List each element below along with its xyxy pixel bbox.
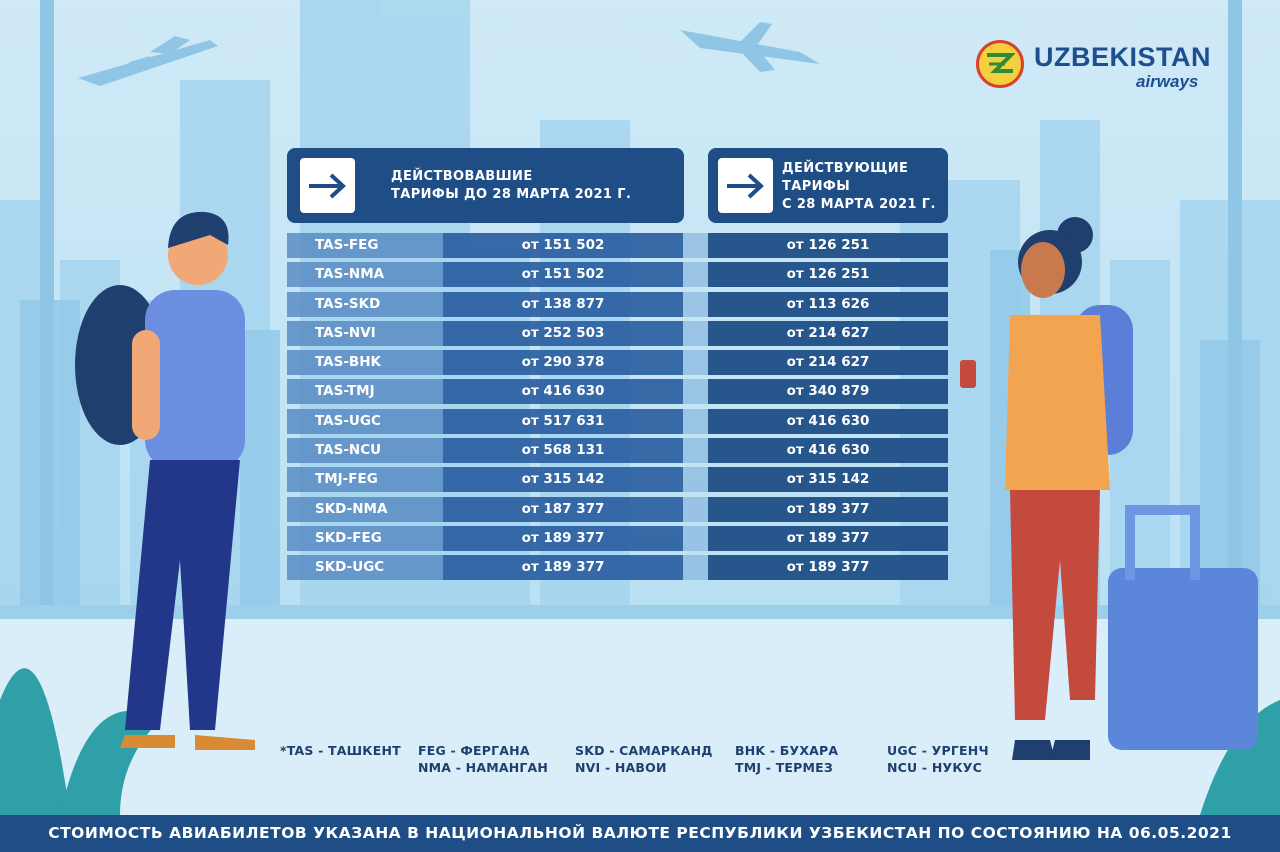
column-gap [683, 320, 708, 346]
new-fare: от 126 251 [708, 233, 948, 258]
route-code: TAS-TMJ [287, 379, 443, 405]
fare-row: TAS-TMJ от 416 630 от 340 879 [287, 379, 948, 405]
old-header-line2: ТАРИФЫ ДО 28 МАРТА 2021 Г. [391, 187, 632, 202]
fare-row: TAS-NVI от 252 503 от 214 627 [287, 320, 948, 346]
new-fare: от 315 142 [708, 467, 948, 493]
new-fare: от 340 879 [708, 379, 948, 405]
new-fare: от 189 377 [708, 496, 948, 522]
old-fare: от 315 142 [443, 467, 683, 493]
column-gap [683, 496, 708, 522]
new-fare: от 416 630 [708, 438, 948, 464]
column-gap [683, 350, 708, 376]
column-gap [683, 408, 708, 434]
new-fare: от 214 627 [708, 350, 948, 376]
fare-row: TMJ-FEG от 315 142 от 315 142 [287, 467, 948, 493]
route-code: TMJ-FEG [287, 467, 443, 493]
legend-item: TMJ - ТЕРМЕЗ [735, 760, 833, 775]
legend-item: UGC - УРГЕНЧ [887, 743, 989, 758]
legend-col-4: BHK - БУХАРА TMJ - ТЕРМЕЗ [735, 742, 838, 776]
legend-item: FEG - ФЕРГАНА [418, 743, 530, 758]
old-fare: от 252 503 [443, 320, 683, 346]
old-fare: от 187 377 [443, 496, 683, 522]
column-gap [683, 233, 708, 258]
route-code: TAS-SKD [287, 291, 443, 317]
old-fare: от 290 378 [443, 350, 683, 376]
old-tariffs-header: ДЕЙСТВОВАВШИЕ ТАРИФЫ ДО 28 МАРТА 2021 Г. [287, 148, 684, 223]
route-code: SKD-NMA [287, 496, 443, 522]
new-tariffs-header: ДЕЙСТВУЮЩИЕ ТАРИФЫ С 28 МАРТА 2021 Г. [708, 148, 948, 223]
old-fare: от 138 877 [443, 291, 683, 317]
legend-item: *TAS - ТАШКЕНТ [280, 743, 401, 758]
legend-item: NCU - НУКУС [887, 760, 983, 775]
legend-item: NMA - НАМАНГАН [418, 760, 549, 775]
fare-row: TAS-NCU от 568 131 от 416 630 [287, 438, 948, 464]
legend-col-1: *TAS - ТАШКЕНТ [280, 742, 401, 759]
legend-col-3: SKD - САМАРКАНД NVI - НАВОИ [575, 742, 713, 776]
route-code: TAS-UGC [287, 408, 443, 434]
fare-row: SKD-FEG от 189 377 от 189 377 [287, 525, 948, 551]
arrow-right-icon [300, 158, 355, 213]
fare-row: TAS-NMA от 151 502 от 126 251 [287, 262, 948, 288]
old-fare: от 517 631 [443, 408, 683, 434]
column-gap [683, 379, 708, 405]
column-gap [683, 467, 708, 493]
new-header-line3: С 28 МАРТА 2021 Г. [782, 197, 936, 212]
column-gap [683, 438, 708, 464]
fare-row: TAS-BHK от 290 378 от 214 627 [287, 350, 948, 376]
new-fare: от 189 377 [708, 555, 948, 581]
fare-row: TAS-FEG от 151 502 от 126 251 [287, 233, 948, 258]
route-code: SKD-UGC [287, 555, 443, 581]
uzbekistan-airways-logo: UZBEKISTAN airways [976, 38, 1216, 96]
legend-item: BHK - БУХАРА [735, 743, 839, 758]
fare-row: TAS-SKD от 138 877 от 113 626 [287, 291, 948, 317]
new-fare: от 113 626 [708, 291, 948, 317]
column-gap [683, 291, 708, 317]
legend-item: NVI - НАВОИ [575, 760, 667, 775]
footer-note: СТОИМОСТЬ АВИАБИЛЕТОВ УКАЗАНА В НАЦИОНАЛ… [48, 824, 1232, 842]
new-fare: от 416 630 [708, 408, 948, 434]
new-header-line1: ДЕЙСТВУЮЩИЕ [782, 161, 909, 176]
old-fare: от 151 502 [443, 233, 683, 258]
footer-bar: СТОИМОСТЬ АВИАБИЛЕТОВ УКАЗАНА В НАЦИОНАЛ… [0, 815, 1280, 852]
new-header-line2: ТАРИФЫ [782, 179, 851, 194]
brand-name: UZBEKISTAN [1034, 42, 1211, 72]
route-code: SKD-FEG [287, 525, 443, 551]
legend-col-2: FEG - ФЕРГАНА NMA - НАМАНГАН [418, 742, 548, 776]
column-gap [683, 555, 708, 581]
arrow-right-icon [718, 158, 773, 213]
column-gap [683, 525, 708, 551]
legend-col-5: UGC - УРГЕНЧ NCU - НУКУС [887, 742, 989, 776]
fare-row: TAS-UGC от 517 631 от 416 630 [287, 408, 948, 434]
new-fare: от 126 251 [708, 262, 948, 288]
column-gap [683, 262, 708, 288]
fare-table: TAS-FEG от 151 502 от 126 251 TAS-NMA от 151… [287, 233, 948, 585]
legend-item: SKD - САМАРКАНД [575, 743, 713, 758]
logo-emblem-icon [976, 40, 1024, 88]
route-code: TAS-NVI [287, 320, 443, 346]
brand-sub: airways [1136, 72, 1199, 91]
old-fare: от 189 377 [443, 525, 683, 551]
fare-row: SKD-NMA от 187 377 от 189 377 [287, 496, 948, 522]
old-fare: от 568 131 [443, 438, 683, 464]
new-fare: от 189 377 [708, 525, 948, 551]
new-fare: от 214 627 [708, 320, 948, 346]
old-fare: от 189 377 [443, 555, 683, 581]
old-fare: от 416 630 [443, 379, 683, 405]
old-header-line1: ДЕЙСТВОВАВШИЕ [391, 169, 533, 184]
old-fare: от 151 502 [443, 262, 683, 288]
fare-row: SKD-UGC от 189 377 от 189 377 [287, 555, 948, 581]
route-code: TAS-BHK [287, 350, 443, 376]
route-code: TAS-FEG [287, 233, 443, 258]
route-code: TAS-NMA [287, 262, 443, 288]
route-code: TAS-NCU [287, 438, 443, 464]
